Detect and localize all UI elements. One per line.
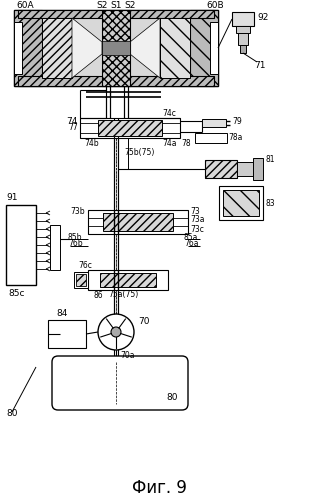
- Bar: [48, 320, 86, 348]
- Circle shape: [111, 327, 121, 337]
- Text: 75a(75): 75a(75): [108, 290, 138, 300]
- Text: 73b: 73b: [70, 208, 85, 216]
- Bar: [18, 10, 214, 18]
- Bar: [253, 158, 263, 180]
- Text: 83: 83: [265, 198, 275, 207]
- Text: S2: S2: [124, 0, 136, 10]
- Text: 78: 78: [181, 140, 190, 148]
- Text: Фиг. 9: Фиг. 9: [132, 479, 186, 497]
- Text: 76b: 76b: [68, 240, 83, 248]
- Bar: [98, 120, 162, 136]
- Bar: [76, 274, 86, 286]
- Text: 80: 80: [6, 410, 17, 418]
- Bar: [42, 18, 72, 78]
- Text: 85c: 85c: [8, 288, 24, 298]
- Bar: [100, 273, 156, 287]
- Bar: [14, 22, 22, 74]
- Bar: [237, 162, 253, 176]
- Text: 77: 77: [68, 124, 78, 132]
- Text: S1: S1: [110, 0, 122, 10]
- Text: 92: 92: [257, 12, 268, 22]
- Text: 85a: 85a: [184, 232, 198, 241]
- Text: 74c: 74c: [162, 108, 176, 118]
- Text: 73: 73: [190, 206, 200, 216]
- Text: 78a: 78a: [228, 134, 242, 142]
- Bar: [195, 133, 227, 143]
- Bar: [14, 10, 42, 86]
- Text: 74a: 74a: [162, 140, 176, 148]
- Polygon shape: [130, 18, 160, 78]
- Text: 76a: 76a: [184, 240, 198, 248]
- Bar: [14, 10, 218, 86]
- Text: 70a: 70a: [120, 352, 135, 360]
- Bar: [210, 22, 218, 74]
- Bar: [236, 26, 250, 33]
- Text: 86: 86: [93, 290, 103, 300]
- Bar: [238, 33, 248, 45]
- Bar: [232, 12, 254, 26]
- Bar: [74, 272, 88, 288]
- Bar: [240, 45, 246, 53]
- Bar: [223, 190, 259, 216]
- Bar: [50, 225, 60, 270]
- Circle shape: [98, 314, 134, 350]
- Bar: [80, 118, 180, 138]
- Bar: [219, 186, 263, 220]
- Text: 60B: 60B: [206, 0, 224, 10]
- Text: 85b: 85b: [68, 232, 82, 241]
- Bar: [190, 10, 218, 86]
- Bar: [103, 213, 173, 231]
- Text: 91: 91: [6, 192, 17, 202]
- Text: 73a: 73a: [190, 216, 204, 224]
- Bar: [6, 205, 36, 285]
- Text: 76c: 76c: [78, 260, 92, 270]
- Bar: [205, 160, 237, 178]
- Bar: [88, 210, 188, 234]
- Bar: [102, 10, 130, 86]
- Text: 71: 71: [254, 62, 266, 70]
- Bar: [160, 18, 190, 78]
- FancyBboxPatch shape: [52, 356, 188, 410]
- Text: 74: 74: [66, 118, 77, 126]
- Text: 80: 80: [166, 394, 177, 402]
- Text: 84: 84: [56, 310, 67, 318]
- Polygon shape: [102, 41, 130, 55]
- Bar: [18, 76, 214, 86]
- Text: 60A: 60A: [16, 0, 34, 10]
- Text: 70: 70: [138, 318, 149, 326]
- Bar: [202, 119, 226, 127]
- Text: 75b(75): 75b(75): [124, 148, 154, 156]
- Text: 73c: 73c: [190, 224, 204, 234]
- Text: 74b: 74b: [84, 140, 99, 148]
- Bar: [88, 270, 168, 290]
- Text: S2: S2: [96, 0, 108, 10]
- Polygon shape: [72, 18, 102, 78]
- Text: 81: 81: [265, 156, 274, 164]
- Text: 79: 79: [232, 116, 242, 126]
